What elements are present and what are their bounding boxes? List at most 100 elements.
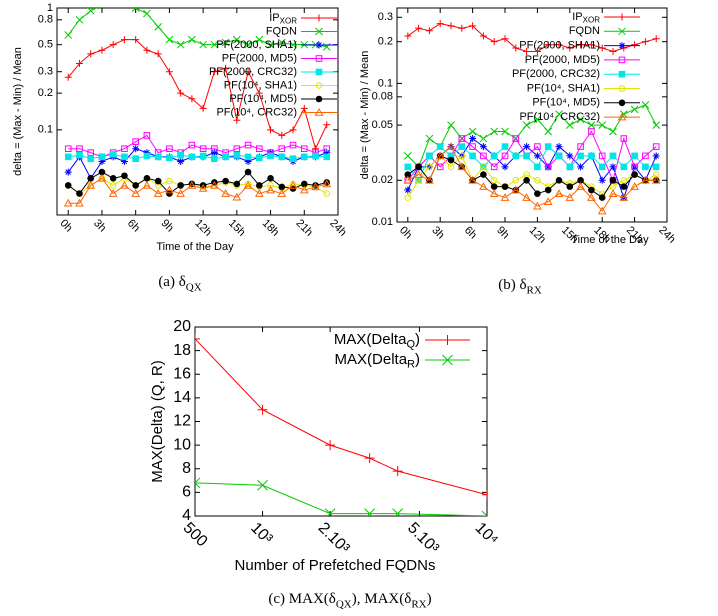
marker <box>244 68 252 76</box>
series-line <box>67 171 327 195</box>
marker <box>543 197 553 206</box>
marker <box>544 127 553 136</box>
marker <box>534 176 541 184</box>
marker <box>533 115 542 124</box>
series <box>404 152 660 201</box>
caption: (b) δRX <box>498 277 542 296</box>
legend-marker <box>315 82 323 89</box>
x-tick-label: 3h <box>429 224 446 241</box>
marker <box>75 198 84 207</box>
marker <box>109 41 117 49</box>
marker <box>121 0 128 6</box>
marker <box>278 131 286 139</box>
marker <box>436 20 444 28</box>
y-tick-label: 0.3 <box>378 11 393 23</box>
legend-label: PF(10⁴, CRC32) <box>519 111 600 123</box>
marker <box>554 189 564 198</box>
marker <box>619 110 628 119</box>
text-part: (b) δ <box>498 277 526 293</box>
marker <box>469 135 477 143</box>
marker <box>597 206 607 215</box>
marker <box>75 15 84 24</box>
marker <box>544 186 552 194</box>
marker <box>631 152 638 160</box>
marker <box>630 182 639 190</box>
marker <box>323 190 331 197</box>
marker <box>311 182 320 191</box>
series-line <box>195 482 487 516</box>
marker <box>587 193 596 201</box>
legend-label: PF(10⁴, MD5) <box>229 93 297 105</box>
marker <box>256 154 263 162</box>
marker <box>403 175 413 184</box>
marker <box>154 23 163 31</box>
marker <box>511 185 521 194</box>
marker <box>364 453 375 464</box>
marker <box>490 163 498 171</box>
x-tick-label: 0h <box>397 224 414 241</box>
y-axis-label: delta = (Max - Min) / Mean <box>12 47 24 176</box>
legend-marker <box>442 335 453 345</box>
series <box>195 333 487 500</box>
x-tick-label: 2.10³ <box>315 519 353 557</box>
marker <box>404 163 412 171</box>
text-part: ) <box>415 331 420 348</box>
marker <box>544 41 552 49</box>
y-tick-label: 14 <box>173 389 191 406</box>
x-tick-label: 9h <box>159 217 176 234</box>
marker <box>188 95 196 103</box>
marker <box>322 179 332 188</box>
marker <box>620 183 628 190</box>
marker <box>312 152 319 160</box>
series <box>63 173 332 207</box>
marker <box>468 175 477 184</box>
text-part: IP <box>269 12 279 24</box>
marker <box>426 163 433 171</box>
y-tick-label: 0.08 <box>372 91 393 103</box>
marker <box>131 189 141 197</box>
marker <box>76 145 83 153</box>
marker <box>598 194 606 201</box>
marker <box>165 35 174 44</box>
marker <box>641 101 650 109</box>
x-tick-label: 0h <box>57 217 74 234</box>
marker <box>577 152 584 160</box>
legend-marker <box>315 41 323 49</box>
legend-marker <box>618 42 626 50</box>
marker <box>267 182 274 189</box>
marker <box>232 192 242 201</box>
marker <box>257 479 268 491</box>
marker <box>641 38 649 46</box>
marker <box>620 135 628 142</box>
marker <box>300 104 308 112</box>
caption: (c) MAX(δQX), MAX(δRX) <box>268 591 431 610</box>
marker <box>619 193 629 201</box>
marker <box>300 145 308 153</box>
marker <box>312 145 320 153</box>
marker <box>512 176 520 184</box>
subscript: Q <box>406 338 415 350</box>
marker <box>404 194 412 201</box>
legend-marker <box>315 14 323 22</box>
marker <box>555 152 563 160</box>
marker <box>566 44 574 52</box>
y-tick-label: 0.2 <box>378 36 393 48</box>
marker <box>620 176 628 184</box>
marker <box>75 60 83 68</box>
marker <box>577 163 585 171</box>
marker <box>98 153 106 161</box>
marker <box>143 46 151 54</box>
legend-marker <box>617 112 627 121</box>
marker <box>403 152 412 160</box>
marker <box>469 152 476 160</box>
legend-marker <box>315 27 323 36</box>
x-tick-label: 10⁴ <box>472 519 502 549</box>
legend-marker <box>314 107 324 116</box>
series <box>195 477 487 516</box>
marker <box>64 73 72 81</box>
marker <box>142 180 152 189</box>
marker <box>458 152 466 160</box>
marker <box>109 175 117 182</box>
marker <box>404 32 412 40</box>
